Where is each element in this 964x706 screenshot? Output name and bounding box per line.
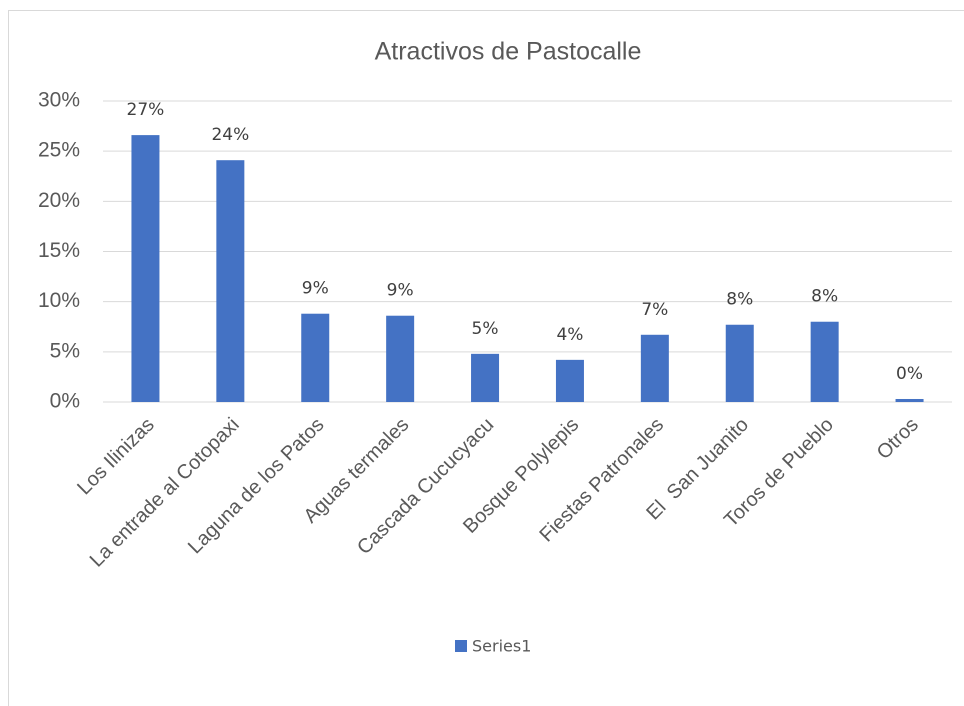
bar — [640, 334, 669, 402]
bar — [131, 135, 160, 402]
data-label: 9% — [302, 279, 329, 299]
x-tick-label: Otros — [873, 414, 923, 464]
bar — [555, 359, 584, 402]
data-label: 9% — [387, 281, 414, 301]
y-tick-label: 15% — [38, 239, 80, 262]
data-label: 27% — [127, 100, 165, 120]
bar — [895, 398, 924, 402]
y-tick-label: 0% — [50, 390, 80, 413]
y-tick-label: 25% — [38, 139, 80, 162]
data-label: 24% — [211, 125, 249, 145]
data-label: 7% — [641, 300, 668, 320]
legend-label: Series1 — [472, 637, 531, 656]
chart-frame — [8, 10, 964, 706]
bar — [810, 321, 839, 402]
bar — [386, 315, 415, 402]
y-tick-label: 5% — [50, 339, 80, 362]
x-tick-label: Los Ilinizas — [73, 414, 159, 500]
data-label: 0% — [896, 364, 923, 384]
bar — [725, 324, 754, 402]
data-label: 5% — [472, 319, 499, 339]
bar — [216, 160, 245, 402]
x-tick-label: La entrade al Cotopaxi — [86, 414, 244, 572]
legend-swatch — [455, 640, 467, 652]
data-label: 8% — [726, 290, 753, 310]
data-label: 8% — [811, 287, 838, 307]
y-tick-label: 30% — [38, 89, 80, 112]
bar — [471, 353, 500, 402]
chart-title: Atractivos de Pastocalle — [375, 38, 642, 66]
y-tick-label: 10% — [38, 289, 80, 312]
data-label: 4% — [556, 325, 583, 345]
y-tick-label: 20% — [38, 189, 80, 212]
bar — [301, 313, 330, 402]
